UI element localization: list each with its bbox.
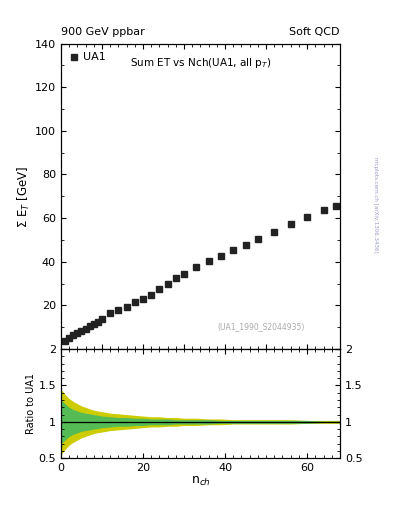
Y-axis label: Σ E$_{T}$ [GeV]: Σ E$_{T}$ [GeV] xyxy=(16,165,32,227)
UA1 xyxy=(124,304,129,310)
Text: (UA1_1990_S2044935): (UA1_1990_S2044935) xyxy=(217,322,305,331)
Legend: UA1: UA1 xyxy=(66,49,109,66)
UA1 xyxy=(165,281,170,287)
UA1 xyxy=(95,319,100,325)
UA1 xyxy=(75,330,80,336)
UA1 xyxy=(157,286,162,292)
UA1 xyxy=(173,275,178,281)
UA1 xyxy=(194,264,199,270)
UA1 xyxy=(243,242,248,248)
UA1 xyxy=(334,203,338,209)
X-axis label: n$_{ch}$: n$_{ch}$ xyxy=(191,475,210,487)
UA1 xyxy=(182,271,186,277)
UA1 xyxy=(62,338,67,344)
UA1 xyxy=(206,258,211,264)
Text: mcplots.cern.ch [arXiv:1306.3436]: mcplots.cern.ch [arXiv:1306.3436] xyxy=(373,157,378,252)
UA1 xyxy=(321,207,326,214)
UA1 xyxy=(108,310,112,316)
UA1 xyxy=(219,253,223,260)
UA1 xyxy=(231,247,236,253)
Text: Soft QCD: Soft QCD xyxy=(290,27,340,37)
UA1 xyxy=(67,335,72,341)
UA1 xyxy=(116,307,121,313)
UA1 xyxy=(132,299,137,305)
UA1 xyxy=(83,326,88,332)
UA1 xyxy=(79,328,84,334)
UA1 xyxy=(87,323,92,329)
Text: 900 GeV ppbar: 900 GeV ppbar xyxy=(61,27,145,37)
UA1 xyxy=(99,315,104,322)
UA1 xyxy=(71,332,75,338)
UA1 xyxy=(255,236,260,242)
Y-axis label: Ratio to UA1: Ratio to UA1 xyxy=(26,373,36,434)
UA1 xyxy=(141,296,145,302)
UA1 xyxy=(272,229,277,236)
Text: Sum ET vs Nch(UA1, all p$_T$): Sum ET vs Nch(UA1, all p$_T$) xyxy=(130,56,271,70)
UA1 xyxy=(92,321,96,327)
UA1 xyxy=(149,291,154,297)
Line: UA1: UA1 xyxy=(62,203,339,344)
UA1 xyxy=(305,214,309,220)
UA1 xyxy=(288,221,293,227)
